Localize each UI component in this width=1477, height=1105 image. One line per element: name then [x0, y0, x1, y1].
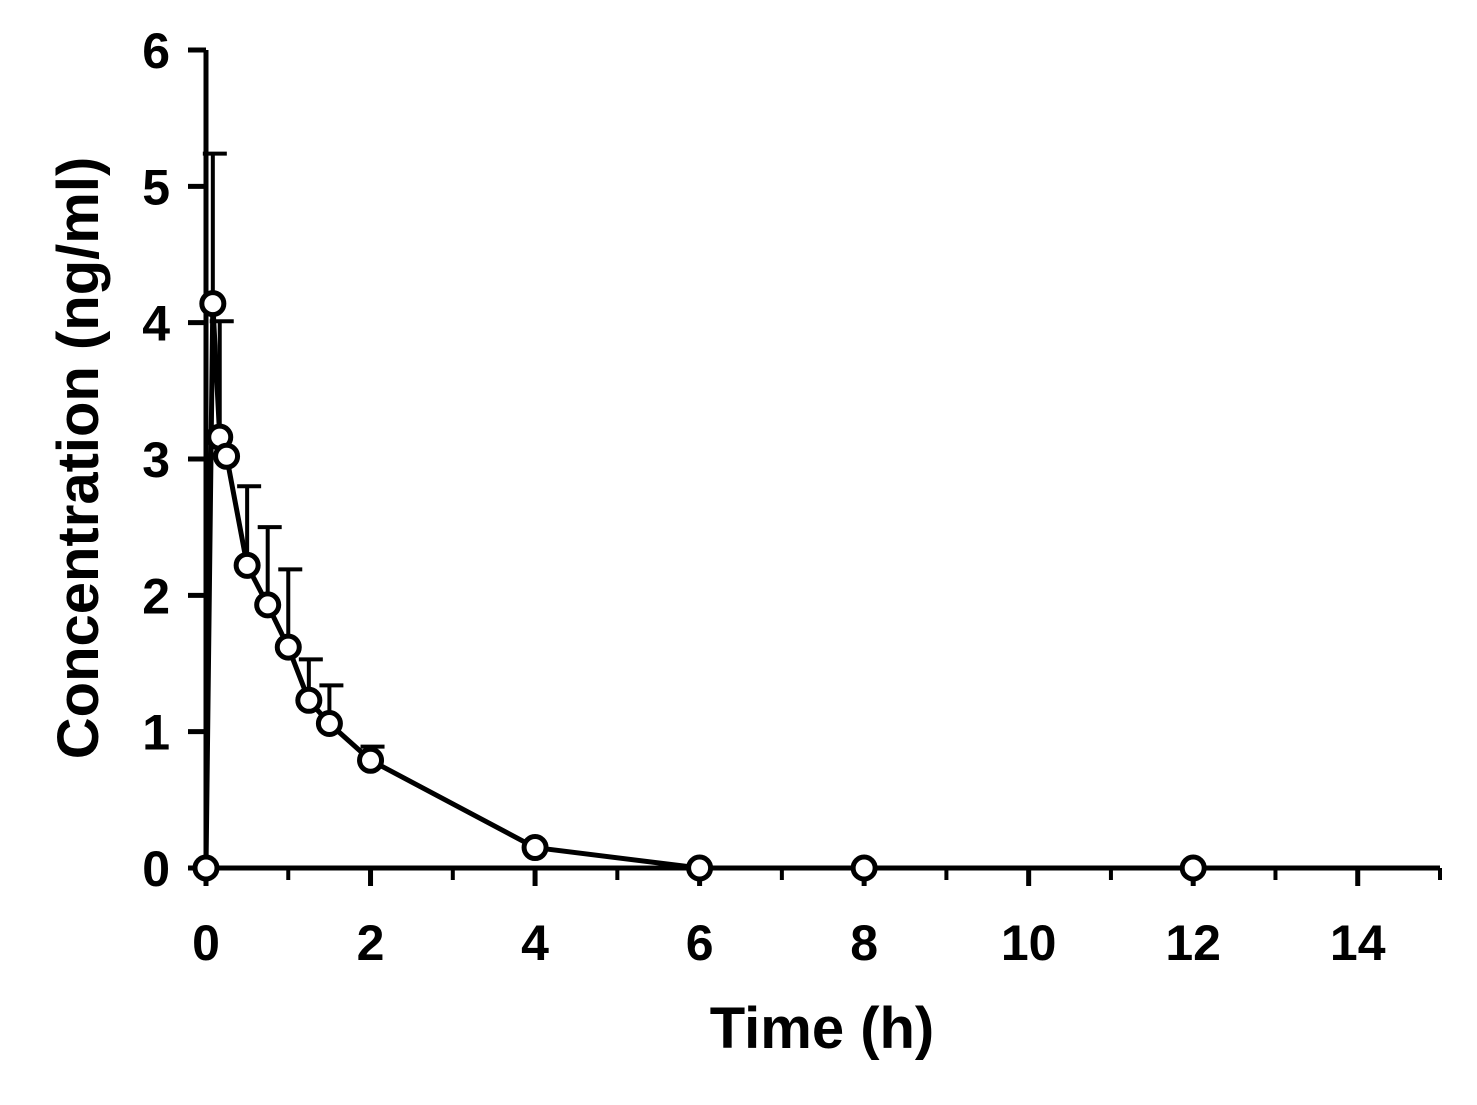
data-point-0-4 — [233, 551, 261, 579]
x-axis-title: Time (h) — [710, 996, 935, 1061]
data-points — [192, 290, 1207, 882]
y-tick-label-1: 1 — [142, 705, 170, 761]
y-tick-label-3: 3 — [142, 432, 170, 488]
x-tick-label-8: 8 — [850, 915, 878, 971]
data-point-0-1 — [199, 290, 227, 318]
y-tick-label-2: 2 — [142, 568, 170, 624]
data-point-0-12 — [850, 854, 878, 882]
data-point-0-3 — [213, 442, 241, 470]
y-axis-title: Concentration (ng/ml) — [46, 157, 111, 760]
data-point-0-9 — [357, 746, 385, 774]
data-point-0-6 — [274, 633, 302, 661]
x-tick-label-2: 2 — [357, 915, 385, 971]
data-point-0-5 — [254, 591, 282, 619]
x-tick-label-14: 14 — [1330, 915, 1386, 971]
axes — [203, 50, 1440, 871]
y-tick-label-0: 0 — [142, 841, 170, 897]
series-line — [203, 301, 1194, 871]
data-point-0-0 — [192, 854, 220, 882]
data-point-0-8 — [315, 709, 343, 737]
data-point-0-7 — [295, 686, 323, 714]
x-tick-label-12: 12 — [1165, 915, 1221, 971]
x-tick-label-0: 0 — [192, 915, 220, 971]
y-tick-label-5: 5 — [142, 159, 170, 215]
data-point-0-13 — [1179, 854, 1207, 882]
x-tick-label-10: 10 — [1001, 915, 1057, 971]
x-tick-label-6: 6 — [686, 915, 714, 971]
y-tick-label-6: 6 — [142, 23, 170, 79]
series-line-0 — [203, 301, 1194, 871]
data-point-0-10 — [521, 834, 549, 862]
data-point-0-11 — [686, 854, 714, 882]
x-tick-label-4: 4 — [521, 915, 549, 971]
y-tick-label-4: 4 — [142, 296, 170, 352]
